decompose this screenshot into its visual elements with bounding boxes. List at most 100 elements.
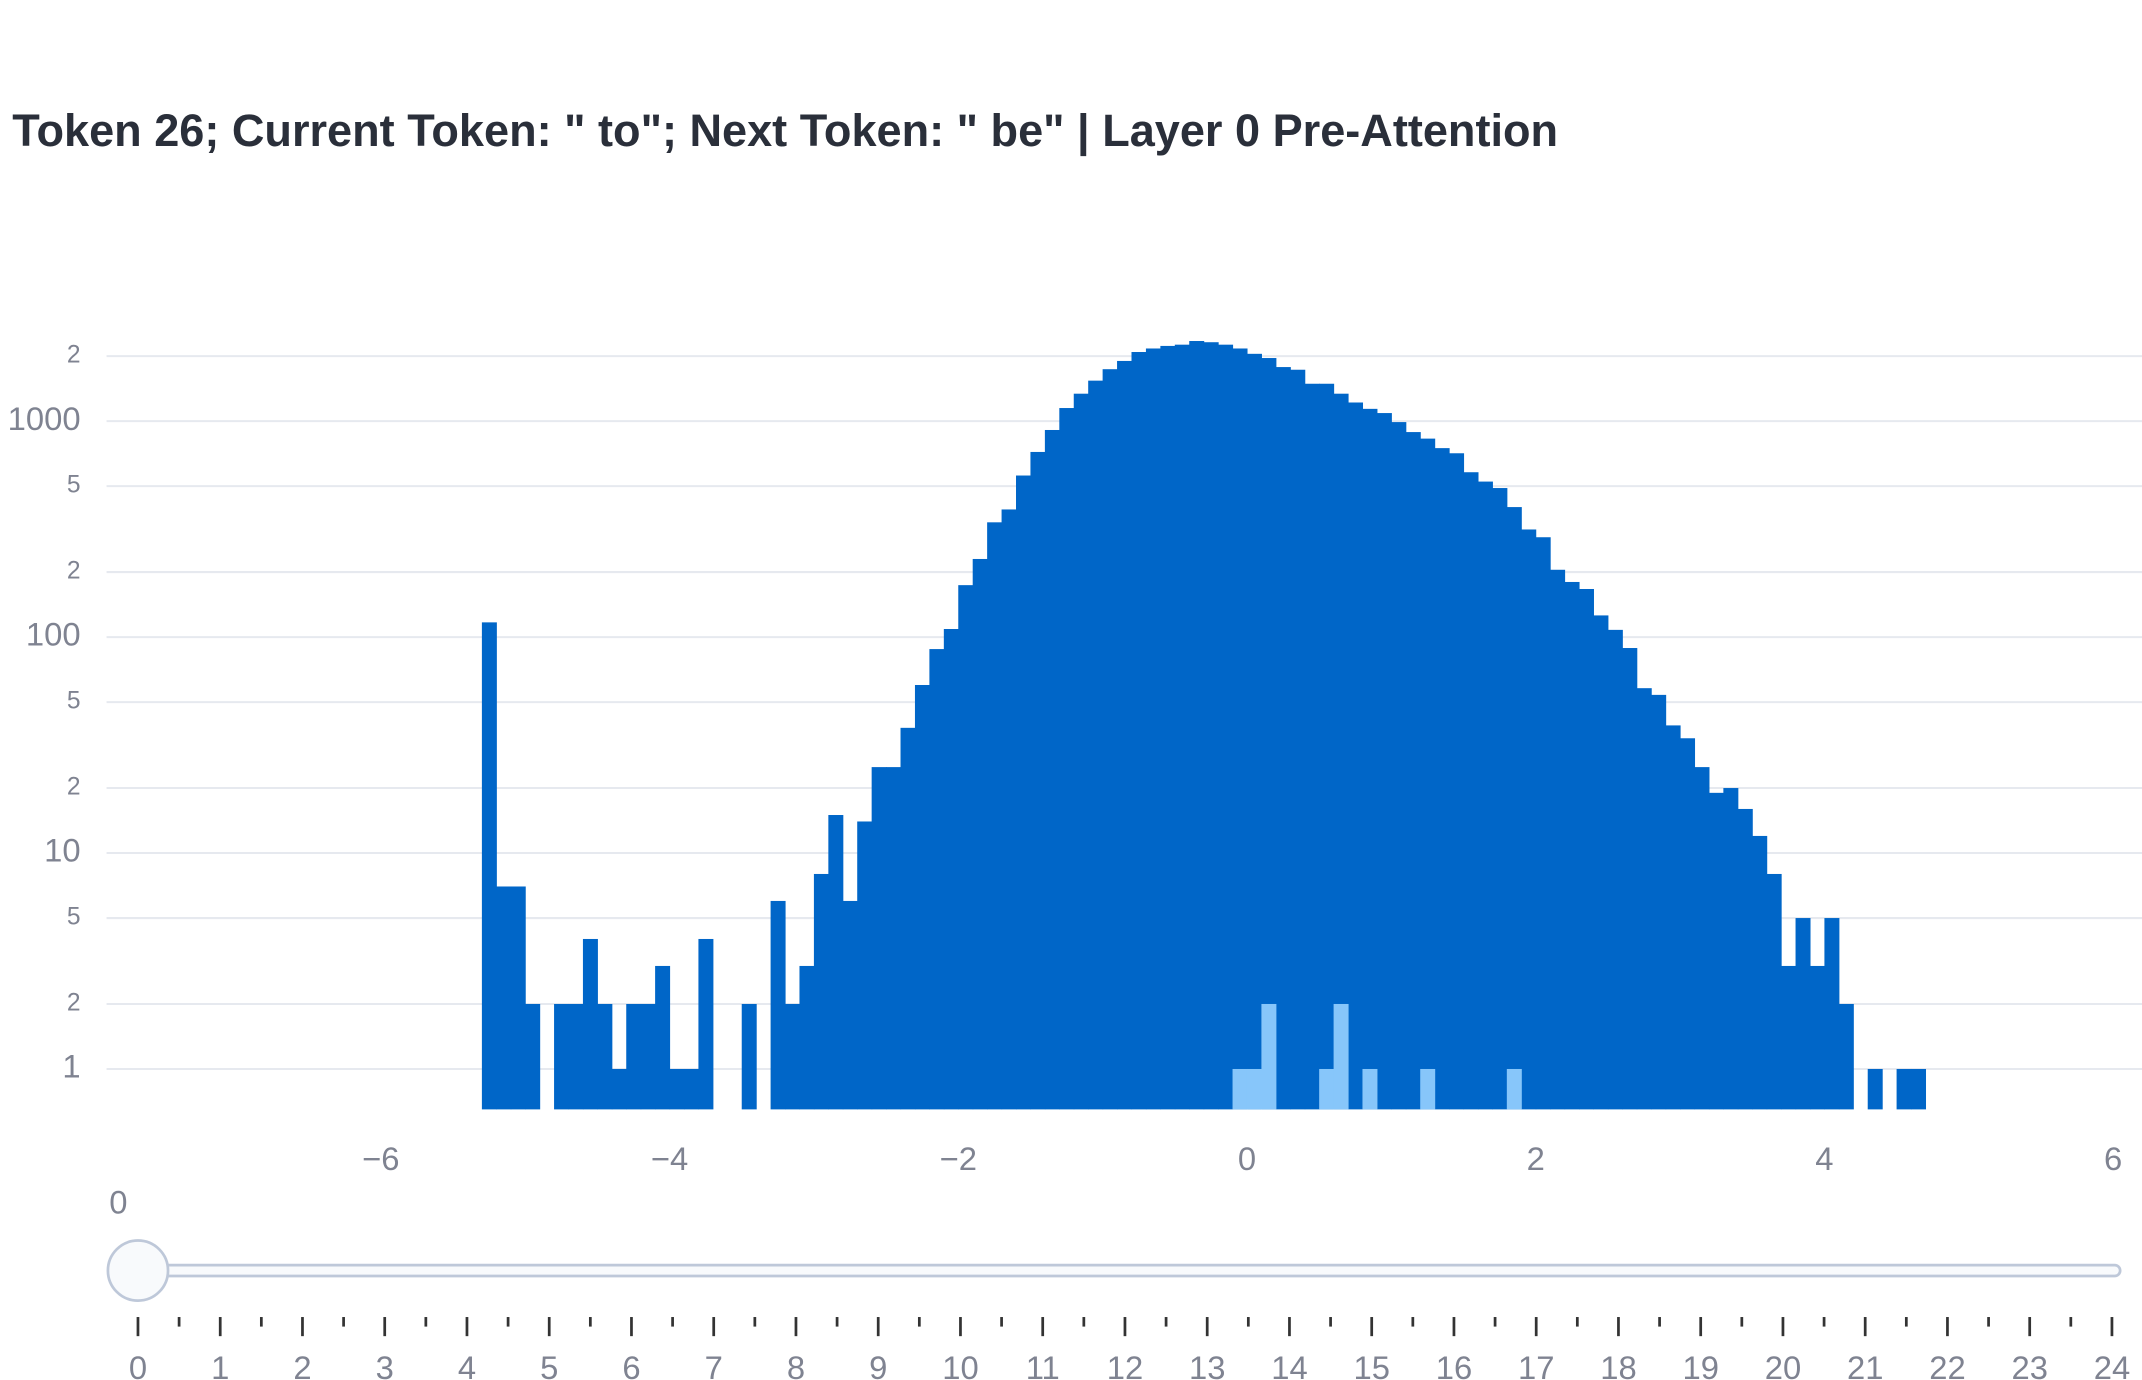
histogram-bar — [813, 873, 829, 1110]
histogram-bar — [857, 821, 873, 1110]
histogram-bar — [1333, 393, 1349, 1110]
histogram-bar — [1073, 393, 1089, 1110]
histogram-bar — [1203, 342, 1219, 1110]
slider-step-label[interactable]: 10 — [942, 1349, 978, 1380]
histogram-bar — [1044, 429, 1060, 1110]
slider-step-label[interactable]: 21 — [1847, 1349, 1883, 1380]
histogram-bar — [1405, 432, 1421, 1110]
histogram-bar — [1651, 694, 1667, 1110]
histogram-bar — [1001, 509, 1017, 1110]
histogram-bar — [1261, 358, 1277, 1110]
histogram-bar — [1232, 348, 1248, 1110]
x-tick-label: 0 — [1238, 1140, 1256, 1177]
histogram-bar — [842, 900, 858, 1110]
slider-step-label[interactable]: 17 — [1518, 1349, 1554, 1380]
y-tick-label: 2 — [67, 774, 81, 801]
histogram-bar — [900, 727, 916, 1110]
histogram-bar — [1362, 1068, 1378, 1110]
histogram-bar — [871, 767, 887, 1110]
histogram-bar — [785, 1003, 801, 1110]
histogram-bar — [1622, 648, 1638, 1110]
histogram-bar — [1708, 792, 1724, 1110]
histogram-bar — [1362, 408, 1378, 1110]
histogram-bar — [626, 1003, 642, 1110]
slider-step-label[interactable]: 15 — [1353, 1349, 1389, 1380]
slider-step-label[interactable]: 18 — [1600, 1349, 1636, 1380]
histogram-bar — [1781, 965, 1797, 1110]
slider-step-label[interactable]: 7 — [705, 1349, 723, 1380]
histogram-bar — [683, 1068, 699, 1110]
histogram-bar — [914, 684, 930, 1110]
slider-step-label[interactable]: 20 — [1765, 1349, 1801, 1380]
histogram-bar — [669, 1068, 685, 1110]
histogram-bar — [1304, 383, 1320, 1110]
y-tick-label: 100 — [26, 616, 81, 653]
slider-step-label[interactable]: 1 — [211, 1349, 229, 1380]
slider-step-label[interactable]: 4 — [458, 1349, 476, 1380]
histogram-bar — [1665, 725, 1681, 1110]
histogram-bar — [1752, 835, 1768, 1110]
y-tick-label: 2 — [67, 989, 81, 1016]
histogram-bar — [1218, 344, 1234, 1110]
chart-title: Token 26; Current Token: " to"; Next Tok… — [12, 105, 1558, 157]
y-tick-label: 2 — [67, 558, 81, 585]
slider-step-label[interactable]: 24 — [2094, 1349, 2130, 1380]
slider-step-label[interactable]: 13 — [1189, 1349, 1225, 1380]
y-tick-label: 2 — [67, 342, 81, 369]
x-tick-label: 6 — [2104, 1140, 2122, 1177]
histogram-bar — [582, 938, 598, 1110]
histogram-bar — [1016, 475, 1031, 1110]
slider-track[interactable] — [107, 1263, 2122, 1278]
histogram-bar — [568, 1003, 584, 1110]
slider-handle[interactable] — [106, 1239, 170, 1303]
histogram-bar — [1809, 965, 1825, 1110]
histogram-bar — [1492, 488, 1508, 1110]
x-tick-label: −6 — [362, 1140, 399, 1177]
y-tick-label: 1000 — [8, 400, 81, 437]
slider-step-label[interactable]: 22 — [1929, 1349, 1965, 1380]
histogram-bar — [1593, 615, 1609, 1110]
slider-step-label[interactable]: 6 — [622, 1349, 640, 1380]
histogram-bar — [510, 886, 526, 1110]
histogram-bar — [828, 815, 844, 1110]
slider-step-label[interactable]: 3 — [376, 1349, 394, 1380]
slider-step-label[interactable]: 19 — [1682, 1349, 1718, 1380]
histogram-bar — [1694, 767, 1710, 1110]
slider-step-label[interactable]: 11 — [1026, 1349, 1060, 1380]
histogram-bar — [1174, 344, 1190, 1110]
slider-step-label[interactable]: 23 — [2011, 1349, 2047, 1380]
histogram-bar — [1838, 1003, 1854, 1110]
y-tick-label: 5 — [67, 472, 81, 499]
histogram-bar — [929, 649, 945, 1110]
histogram-bar — [1261, 1003, 1277, 1110]
slider-step-label[interactable]: 14 — [1271, 1349, 1307, 1380]
histogram-bar — [1579, 588, 1594, 1110]
histogram-bar — [1290, 369, 1306, 1110]
slider-current-value: 0 — [109, 1184, 127, 1221]
slider-step-label[interactable]: 8 — [787, 1349, 805, 1380]
histogram-bar — [1535, 537, 1551, 1110]
slider-step-label[interactable]: 0 — [129, 1349, 147, 1380]
slider-step-label[interactable]: 12 — [1107, 1349, 1143, 1380]
histogram-bar — [640, 1003, 656, 1110]
histogram-bar — [597, 1003, 613, 1110]
histogram-bar — [1521, 529, 1537, 1110]
slider-step-label[interactable]: 5 — [540, 1349, 558, 1380]
histogram-bar — [554, 1003, 570, 1110]
histogram-bar — [1896, 1068, 1912, 1110]
slider-step-label[interactable]: 2 — [293, 1349, 311, 1380]
histogram-bar — [525, 1003, 541, 1110]
slider-step-label[interactable]: 9 — [869, 1349, 887, 1380]
histogram-bar — [1348, 402, 1364, 1110]
histogram-bar — [1030, 451, 1046, 1110]
x-tick-label: −4 — [651, 1140, 688, 1177]
x-tick-label: 4 — [1815, 1140, 1833, 1177]
slider-step-label[interactable]: 16 — [1436, 1349, 1472, 1380]
histogram-bar — [1434, 448, 1450, 1110]
histogram-bar — [1607, 629, 1623, 1110]
histogram-bar — [741, 1003, 757, 1110]
histogram-bar — [886, 767, 902, 1110]
histogram-bar — [1420, 1068, 1436, 1110]
